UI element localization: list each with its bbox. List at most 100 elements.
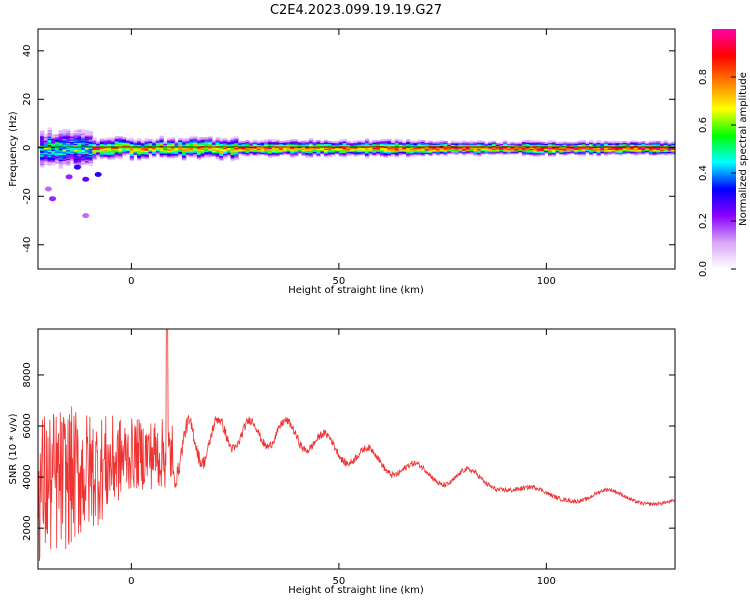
heatmap-cell [353,141,359,144]
snr-x-ticks: 0 50 100 [128,329,556,587]
heatmap-cell [645,146,650,149]
heatmap-cell [488,149,493,152]
heatmap-cell [577,147,583,150]
heatmap-cell [331,144,336,147]
heatmap-cell [122,144,127,147]
heatmap-cell [544,146,549,149]
heatmap-cell [596,143,601,146]
heatmap-cell [81,145,86,148]
heatmap-cell [96,148,101,150]
heatmap-cell [114,154,120,156]
heatmap-cell [286,142,291,145]
heatmap-cell [118,143,123,146]
heatmap-cell [391,142,396,145]
heatmap-cell [574,153,579,155]
heatmap-cell [107,143,112,146]
heatmap-cell [181,158,187,161]
heatmap-cell [391,143,396,146]
heatmap-cell [47,143,52,146]
heatmap-scatter-blob [94,171,102,177]
heatmap-cell [376,153,381,156]
heatmap-cell [264,152,269,155]
heatmap-cell [548,144,553,147]
heatmap-cell [252,143,258,145]
heatmap-cell [204,141,209,144]
heatmap-cell [58,134,64,136]
heatmap-cell [114,135,120,138]
heatmap-cell [379,154,385,156]
heatmap-cell [200,155,206,158]
heatmap-cell [167,147,172,150]
heatmap-cell [40,165,45,168]
heatmap-cell [428,146,433,149]
heatmap-cell [148,138,153,141]
heatmap-cell [290,145,295,147]
heatmap-cell [376,152,381,155]
heatmap-cell [47,154,52,156]
heatmap-cell [163,148,168,151]
heatmap-cell [495,145,501,148]
heatmap-cell [152,149,157,152]
heatmap-cell [447,146,452,149]
heatmap-cell [480,148,486,151]
heatmap-cell [58,159,64,162]
heatmap-cell [469,144,474,147]
heatmap-cell [58,137,64,140]
heatmap-cell [615,148,620,151]
heatmap-cell [510,142,516,145]
colorbar-tick-label: 0.8 [698,69,709,85]
heatmap-cell [249,151,254,154]
heatmap-cell [316,148,321,151]
heatmap-cell [596,152,601,154]
heatmap-cell [96,145,101,148]
heatmap-cell [178,141,183,144]
heatmap-cell [208,136,213,139]
heatmap-cell [600,145,605,147]
heatmap-cell [62,136,67,139]
heatmap-cell [383,148,389,151]
heatmap-cell [122,148,127,150]
heatmap-cell [562,147,568,150]
heatmap-cell [671,142,676,144]
heatmap-cell [62,131,67,134]
heatmap-cell [189,152,194,154]
heatmap-cell [252,148,258,150]
heatmap-cell [189,154,194,157]
heatmap-cell [357,151,362,154]
heatmap-cell [185,153,191,156]
heatmap-cell [99,144,105,147]
heatmap-cell [69,137,75,140]
heatmap-cell [577,151,583,154]
heatmap-cell [645,149,650,151]
heatmap-cell [58,140,64,142]
heatmap-cell [443,150,448,153]
heatmap-cell [562,151,568,154]
heatmap-cell [219,152,224,155]
heatmap-cell [223,145,228,147]
heatmap-cell [615,144,620,147]
heatmap-cell [193,154,198,157]
heatmap-cell [122,139,127,142]
heatmap-cell [428,150,433,153]
heatmap-cell [406,140,411,142]
y-tick-label: 6000 [22,413,33,438]
heatmap-cell [241,142,247,145]
heatmap-cell [521,140,527,142]
heatmap-cell [249,153,254,156]
heatmap-cell [589,149,594,152]
heatmap-cell [667,145,672,147]
heatmap-cell [81,151,86,154]
heatmap-cell [73,141,79,143]
heatmap-cell [350,149,355,152]
heatmap-cell [398,144,403,146]
heatmap-cell [555,142,560,145]
heatmap-cell [462,142,467,145]
heatmap-cell [215,151,220,154]
heatmap-cell [357,146,362,149]
heatmap-cell [342,155,347,158]
heatmap-cell [55,148,60,151]
heatmap-cell [648,141,654,144]
heatmap-cell [495,152,501,155]
heatmap-cell [181,153,187,156]
heatmap-cell [40,154,45,157]
